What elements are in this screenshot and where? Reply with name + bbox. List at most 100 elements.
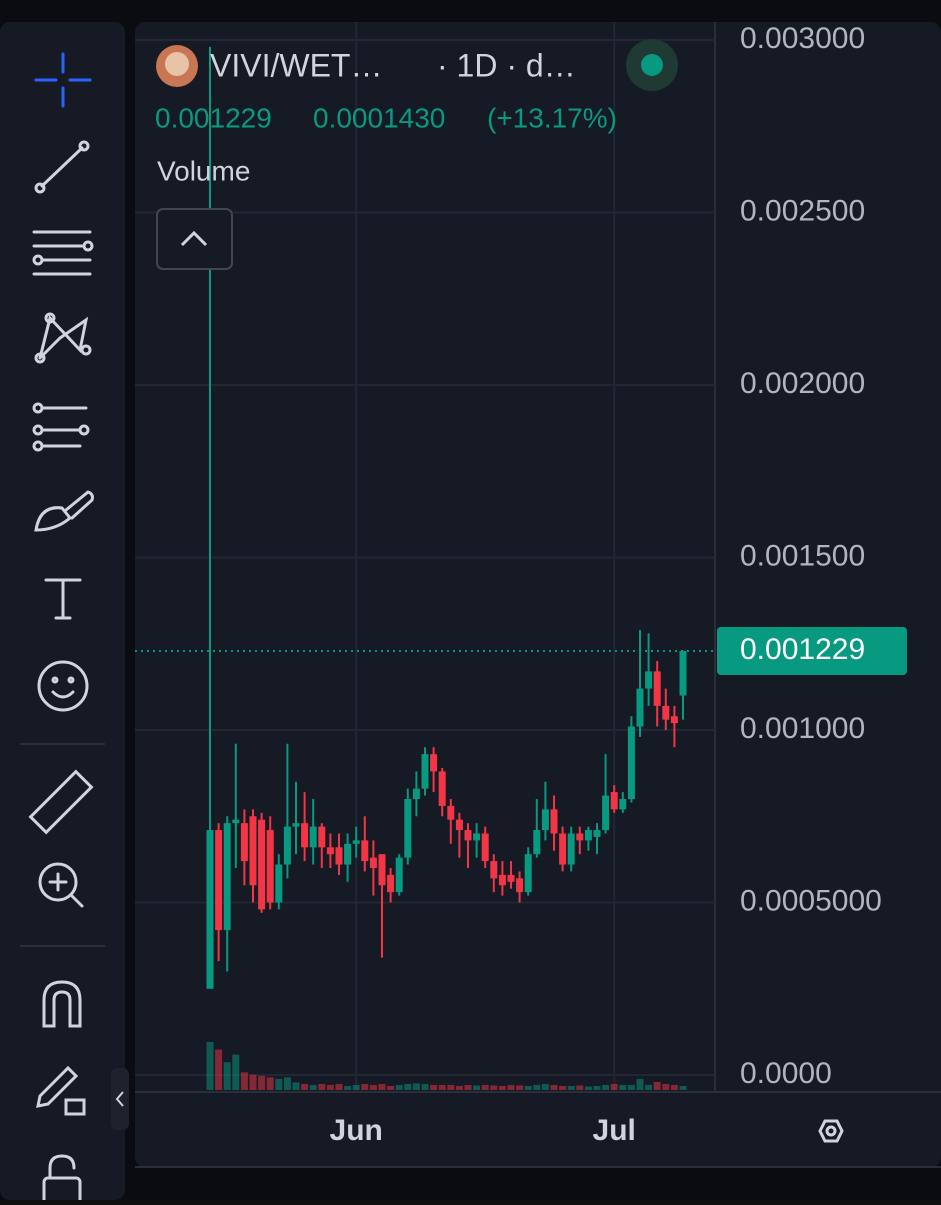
line-tool[interactable] [34,140,90,194]
candle-body [576,833,584,841]
candle-body [447,805,455,820]
volume-bar [464,1084,472,1090]
candle-body [206,830,214,989]
candle-body [653,671,661,706]
candle-body [627,726,635,799]
candle-body [378,854,386,886]
brush-tool[interactable] [34,490,94,532]
volume-bar [292,1082,300,1090]
volume-bar [670,1084,678,1090]
candle-body [636,688,644,727]
volume-bar [584,1086,592,1090]
candle-body [361,840,369,862]
fib-tool[interactable] [32,230,94,276]
volume-bar [576,1085,584,1090]
toolbar-handle[interactable] [111,1068,129,1130]
price-change: 0.0001430 [313,102,445,133]
candle-body [275,864,283,903]
volume-bar [215,1049,223,1090]
candle-body [645,671,653,689]
unlock-tool[interactable] [42,1154,82,1205]
candle-body [344,843,352,865]
collapse-button[interactable] [156,208,233,270]
candle-body [249,816,257,886]
volume-bar [455,1085,463,1090]
candle-body [524,854,532,893]
candle-body [412,788,420,799]
candle-body [318,826,326,848]
volume-bar [369,1084,377,1090]
candle-body [464,830,472,841]
candle-body [335,847,343,865]
candle-body [550,809,558,834]
candle-body [619,799,627,810]
candle-body [395,857,403,893]
candle-body [223,823,231,931]
candle-body [533,830,541,855]
candle-body [404,799,412,858]
candle-body [602,795,610,831]
volume-bar [541,1083,549,1090]
text-tool[interactable] [44,578,82,620]
volume-bar [498,1085,506,1090]
candle-body [240,823,248,862]
ruler-tool[interactable] [28,769,94,835]
volume-bar [653,1081,661,1090]
candle-body [438,771,446,806]
candle-body [326,847,334,855]
candle-body [283,826,291,865]
candle-body [266,830,274,903]
pattern-tool[interactable] [34,312,92,364]
volume-bar [662,1083,670,1090]
candle-body [232,819,240,824]
volume-bar [283,1077,291,1090]
crosshair-tool[interactable] [34,52,92,108]
candle-body [567,833,575,865]
last-price-badge [717,626,907,675]
last-price: 0.001229 [155,102,272,133]
volume-bar [593,1085,601,1090]
candle-body [387,874,395,893]
volume-bar [266,1077,274,1090]
volume-bar [550,1084,558,1090]
emoji-tool[interactable] [37,660,89,712]
volume-bar [679,1085,687,1090]
candle-body [292,823,300,827]
candle-body [679,650,687,696]
handle-chevron [115,1091,124,1107]
volume-bar [309,1084,317,1090]
candle-body [258,819,266,910]
volume-bar [232,1054,240,1090]
candle-body [430,754,438,772]
y-tick-label: 0.0005000 [740,884,882,917]
plot: 0.0000 0.0005000 0.001000 0.001500 0.002000 0… [135,22,907,1147]
volume-bar [567,1085,575,1090]
symbol: VIVI/WET… [210,47,382,83]
candle-body [481,833,489,862]
magnet-tool[interactable] [42,980,82,1028]
candle-body [662,705,670,720]
candle-body [541,809,549,831]
candle-body [455,819,463,831]
volume-bar [318,1083,326,1090]
y-tick-label: 0.0000 [740,1057,832,1090]
zoom-tool[interactable] [38,862,84,908]
lock-drawings-tool[interactable] [36,1065,86,1116]
y-tick-label: 0.002000 [740,367,865,400]
candle-body [215,830,223,931]
settings-button[interactable] [818,1119,844,1143]
tools [20,52,105,1205]
x-tick-label: Jul [593,1114,636,1147]
volume-bar [524,1085,532,1090]
volume-bar [559,1085,567,1090]
candle-body [593,830,601,837]
volume-bar [335,1083,343,1090]
forecast-tool[interactable] [32,402,90,452]
candle-body [670,716,678,724]
volume-bar [421,1083,429,1090]
volume-bar [610,1083,618,1090]
volume-bar [206,1042,214,1090]
volume-bar [516,1085,524,1090]
volume-bar [490,1085,498,1090]
candle-body [301,823,309,848]
